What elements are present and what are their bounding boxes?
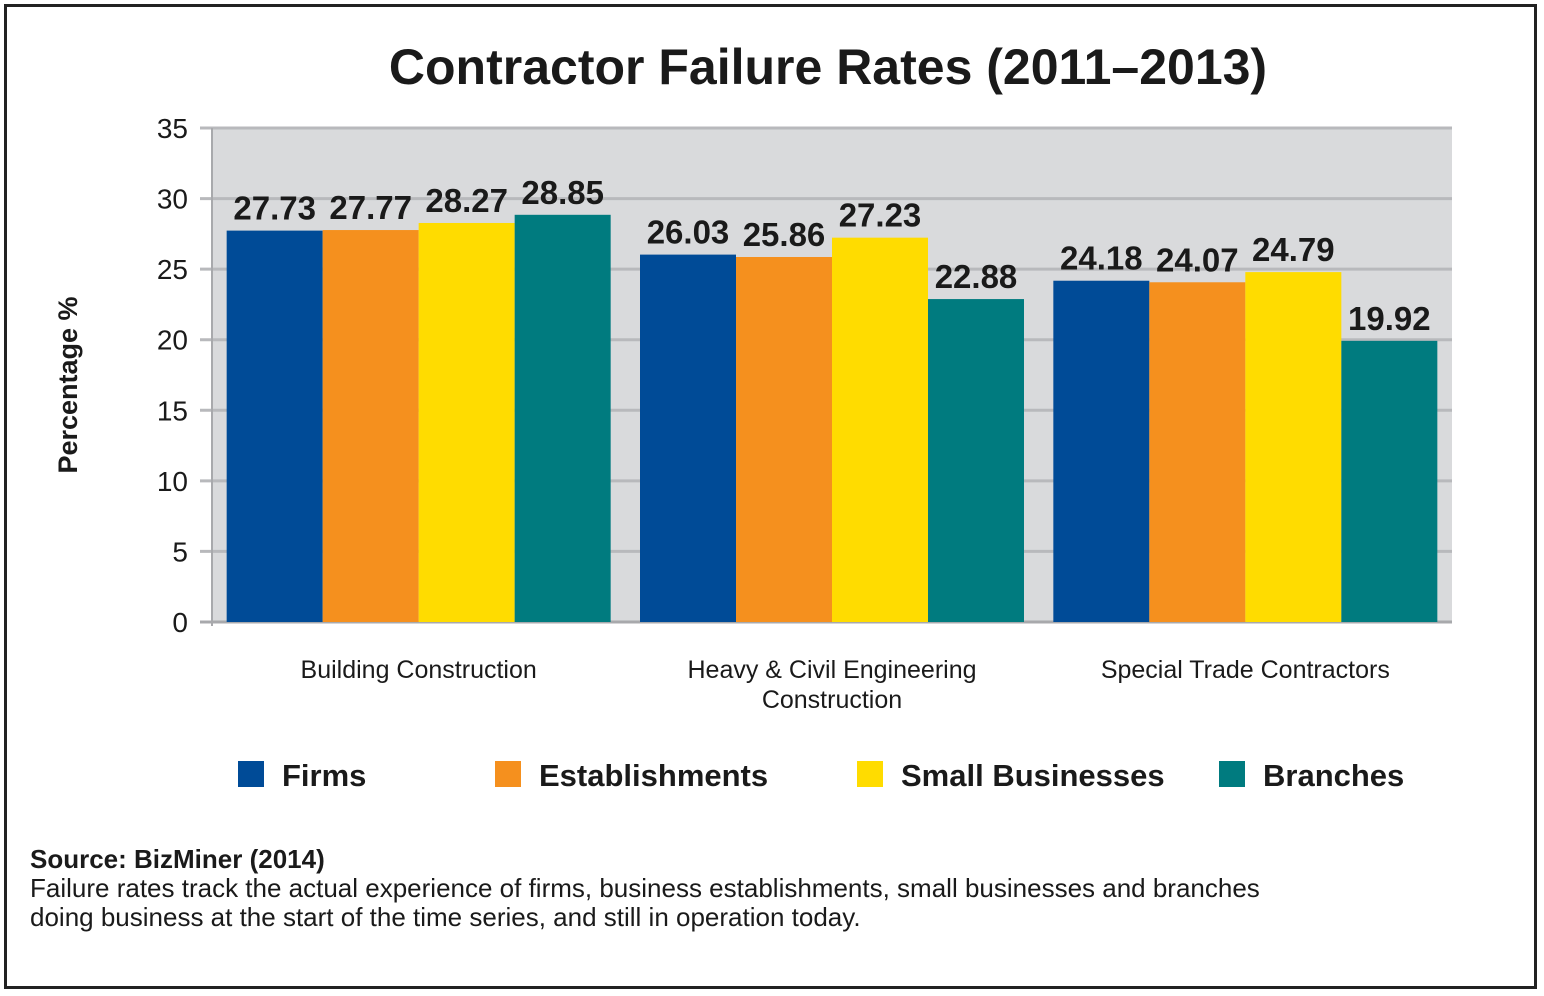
legend-swatch <box>495 761 521 787</box>
y-axis-label: Percentage % <box>53 296 83 473</box>
y-axis-ticks: 0 5 10 15 20 25 30 35 <box>157 113 188 638</box>
data-label: 24.18 <box>1060 240 1143 277</box>
source-description-line-2: doing business at the start of the time … <box>30 902 861 932</box>
data-label: 24.79 <box>1252 231 1335 268</box>
y-tick-label: 20 <box>157 325 188 356</box>
data-label: 27.23 <box>839 197 922 234</box>
x-category-label: Building Construction <box>301 656 537 684</box>
legend-label: Establishments <box>539 758 768 793</box>
data-label: 28.85 <box>521 174 604 211</box>
data-label: 19.92 <box>1348 300 1431 337</box>
source-description-line-1: Failure rates track the actual experienc… <box>30 873 1260 903</box>
legend-label: Small Businesses <box>901 758 1165 793</box>
data-label: 24.07 <box>1156 241 1239 278</box>
x-category-label: Heavy & Civil Engineering <box>687 656 976 684</box>
y-tick-label: 5 <box>172 536 188 567</box>
bar-small-businesses <box>1245 272 1342 622</box>
chart-title: Contractor Failure Rates (2011–2013) <box>389 39 1267 95</box>
bars <box>226 214 1438 623</box>
bar-branches <box>514 214 611 622</box>
y-tick-label: 35 <box>157 113 188 144</box>
data-label: 26.03 <box>647 214 730 251</box>
bar-establishments <box>322 230 419 623</box>
data-label: 25.86 <box>743 216 826 253</box>
legend-label: Branches <box>1263 758 1404 793</box>
bar-firms <box>226 230 323 623</box>
bar-firms <box>640 254 736 622</box>
bar-firms <box>1053 280 1150 622</box>
bar-establishments <box>736 257 832 622</box>
source-note: Source: BizMiner (2014) Failure rates tr… <box>30 845 1510 932</box>
y-tick-label: 25 <box>157 254 188 285</box>
data-label: 27.73 <box>233 190 316 227</box>
data-label: 28.27 <box>425 182 508 219</box>
source-title: Source: BizMiner (2014) <box>30 844 325 874</box>
legend-swatch <box>1219 761 1245 787</box>
bar-branches <box>928 299 1024 622</box>
y-tick-label: 10 <box>157 466 188 497</box>
bar-establishments <box>1149 282 1246 622</box>
y-tick-label: 15 <box>157 395 188 426</box>
bar-small-businesses <box>832 237 928 622</box>
x-category-label: Special Trade Contractors <box>1101 656 1390 684</box>
legend-swatch <box>238 761 264 787</box>
category-labels: Building Construction Heavy & Civil Engin… <box>301 656 1390 714</box>
legend: Firms Establishments Small Businesses Branc… <box>238 758 1404 793</box>
bar-small-businesses <box>418 222 515 622</box>
data-labels: 27.73 27.77 28.27 28.85 26.03 25.86 27.23 22.88… <box>233 174 1430 337</box>
y-tick-label: 30 <box>157 184 188 215</box>
legend-swatch <box>857 761 883 787</box>
data-label: 22.88 <box>935 258 1018 295</box>
x-category-label: Construction <box>762 686 902 714</box>
legend-label: Firms <box>282 758 366 793</box>
y-tick-label: 0 <box>172 607 188 638</box>
data-label: 27.77 <box>329 189 412 226</box>
bar-branches <box>1341 340 1438 622</box>
